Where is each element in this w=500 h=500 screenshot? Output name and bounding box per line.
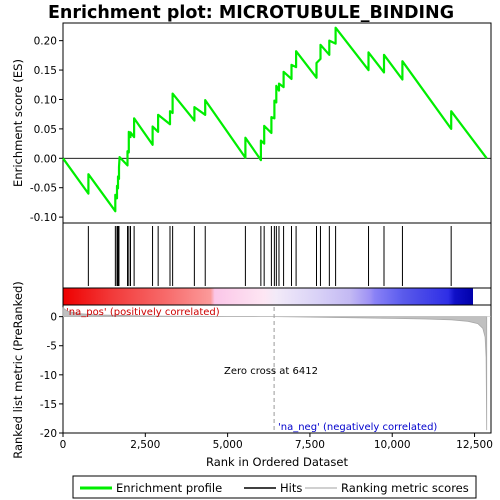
es-y-tick-label: -0.05: [30, 183, 57, 195]
es-y-tick-label: 0.05: [34, 124, 57, 136]
es-y-tick-label: 0.15: [34, 65, 57, 77]
y-axis-label-bottom: Ranked list metric (PreRanked): [11, 281, 25, 459]
x-tick-label: 0: [60, 439, 67, 451]
es-y-tick-label: 0.10: [34, 94, 57, 106]
metric-y-tick-label: -15: [40, 399, 57, 411]
chart-title: Enrichment plot: MICROTUBULE_BINDING: [48, 3, 454, 23]
pos-label: 'na_pos' (positively correlated): [66, 307, 220, 318]
es-y-tick-label: 0.00: [34, 153, 57, 165]
legend-hits-label: Hits: [280, 481, 302, 495]
legend: [72, 475, 477, 499]
legend-ranking-label: Ranking metric scores: [341, 481, 469, 495]
es-y-axis: -0.10 -0.05 0.00 0.05 0.10 0.15 0.20: [30, 36, 63, 224]
neg-label: 'na_neg' (negatively correlated): [278, 422, 437, 433]
ranking-metric-fill: [62, 307, 488, 431]
y-axis-label-top: Enrichment score (ES): [11, 59, 25, 187]
enrichment-profile-line: [62, 26, 488, 213]
ranking-color-bar: [63, 288, 473, 305]
metric-y-tick-label: -20: [40, 428, 57, 440]
es-panel: [62, 22, 492, 224]
hits-marks: [87, 226, 452, 286]
x-tick-label: 5,000: [213, 439, 243, 451]
es-y-tick-label: -0.10: [30, 212, 57, 224]
x-tick-label: 2,500: [130, 439, 160, 451]
metric-panel: [62, 304, 492, 434]
x-tick-label: 7,500: [295, 439, 325, 451]
es-y-tick-label: 0.20: [34, 36, 57, 48]
x-axis: 0 2,500 5,000 7,500 10,000 12,500: [60, 433, 493, 451]
zero-cross-label: Zero cross at 6412: [224, 366, 318, 377]
metric-y-axis: 0 -5 -10 -15 -20: [40, 312, 63, 440]
x-tick-label: 10,000: [374, 439, 411, 451]
x-axis-label: Rank in Ordered Dataset: [206, 455, 349, 469]
enrichment-profile: [62, 26, 488, 213]
x-tick-label: 12,500: [456, 439, 493, 451]
ranking-metric-area: [62, 307, 491, 431]
metric-y-tick-label: -5: [47, 341, 57, 353]
legend-enrichment-label: Enrichment profile: [116, 481, 222, 495]
metric-y-tick-label: -10: [40, 370, 57, 382]
metric-y-tick-label: 0: [50, 312, 57, 324]
